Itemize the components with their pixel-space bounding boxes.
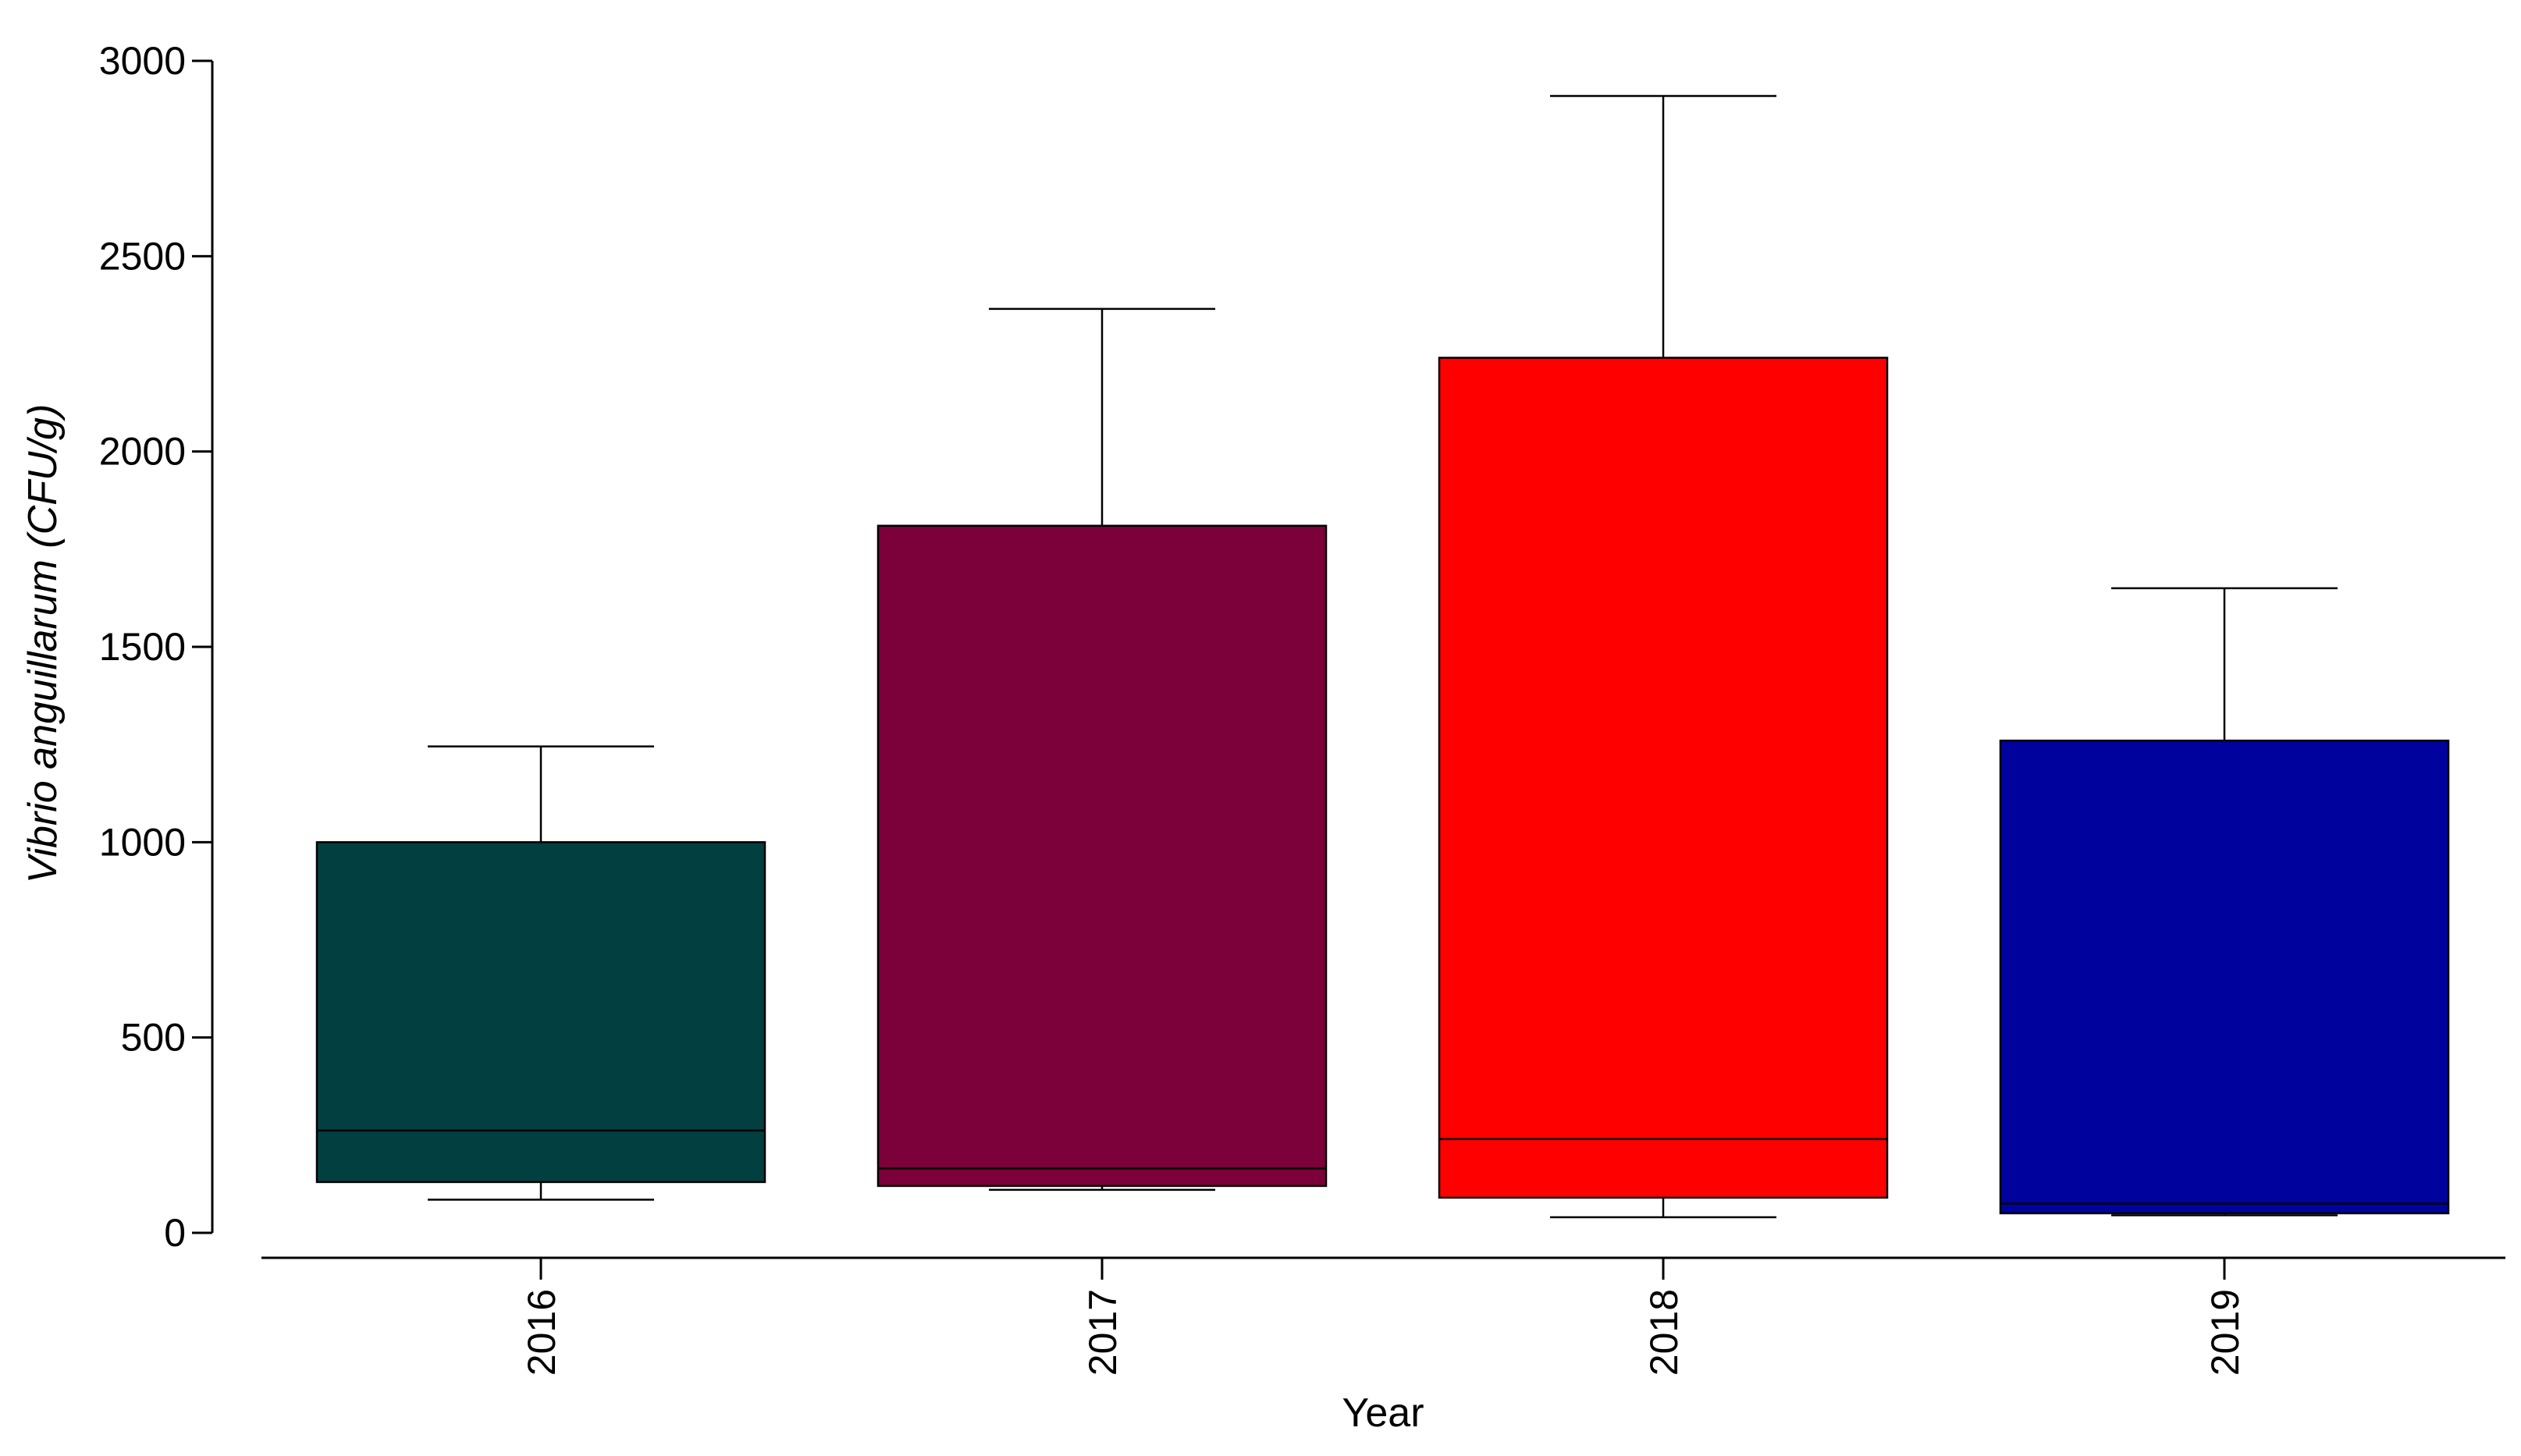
box-body bbox=[1438, 357, 1889, 1199]
y-tick-label: 2500 bbox=[99, 234, 186, 278]
box-2016 bbox=[315, 745, 766, 1201]
y-axis-title: Vibrio anguillarum (CFU/g) bbox=[20, 404, 66, 884]
y-tick-label: 3000 bbox=[99, 39, 186, 83]
x-axis: 2016 2017 2018 2019 bbox=[261, 1256, 2505, 1376]
y-tick-label: 1000 bbox=[99, 820, 186, 864]
box-body bbox=[315, 841, 766, 1184]
y-tick-label: 500 bbox=[121, 1016, 186, 1060]
box-2017 bbox=[876, 307, 1328, 1191]
box-2019 bbox=[1999, 587, 2450, 1216]
x-tick-label: 2017 bbox=[1081, 1289, 1125, 1376]
y-tick-label: 0 bbox=[164, 1211, 186, 1255]
y-tick-label: 1500 bbox=[99, 625, 186, 669]
x-tick-label: 2018 bbox=[1642, 1289, 1686, 1376]
y-axis: 0 500 1000 1500 2000 2500 3000 bbox=[99, 39, 214, 1255]
x-tick-label: 2016 bbox=[520, 1289, 564, 1376]
x-tick-label: 2019 bbox=[2203, 1289, 2247, 1376]
box-body bbox=[876, 524, 1328, 1188]
box-2018 bbox=[1438, 94, 1889, 1219]
box-group bbox=[315, 94, 2450, 1219]
x-axis-title: Year bbox=[1342, 1390, 1424, 1436]
box-body bbox=[1999, 739, 2450, 1215]
y-tick-label: 2000 bbox=[99, 430, 186, 474]
